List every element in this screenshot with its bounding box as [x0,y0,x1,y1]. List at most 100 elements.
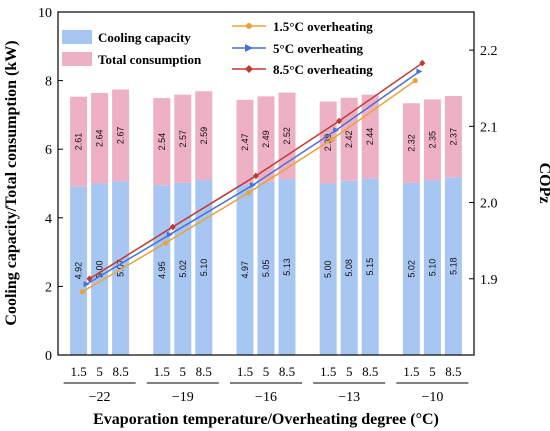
legend-swatch-consumption [62,52,92,66]
x-sub-label: 1.5 [154,364,170,379]
bar-label-consumption: 2.54 [157,133,167,151]
x-sub-label: 5 [263,364,270,379]
bar-consumption [423,99,441,181]
x-sub-label: 8.5 [279,364,295,379]
bar-cooling [195,180,213,355]
x-sub-label: 1.5 [320,364,336,379]
bar-cooling [236,184,254,355]
x-group-label: −22 [89,390,111,405]
x-sub-label: 8.5 [362,364,378,379]
x-group-label: −19 [172,390,194,405]
x-axis-labels: 1.5 5 8.5−221.5 5 8.5−191.5 5 8.5−161.5 5 8.5−13… [63,364,469,405]
series-point [86,275,93,283]
x-sub-label: 8.5 [445,364,461,379]
series-point [333,127,340,134]
series-point [336,117,343,125]
bar-label-cooling: 5.02 [406,260,416,278]
bar-label-cooling: 5.02 [178,260,188,278]
bar-label-consumption: 2.57 [178,130,188,148]
legend-label-cooling: Cooling capacity [98,30,191,45]
series-point [419,59,426,67]
x-sub-label: 1.5 [403,364,419,379]
series-point [83,281,90,288]
bar-consumption [112,89,130,182]
bar-consumption [402,103,420,183]
series-point [329,136,335,142]
series-point [79,289,85,295]
bar-consumption [236,99,254,185]
plot-frame [57,11,475,356]
x-sub-label: 8.5 [196,364,212,379]
lines-layer [79,59,426,295]
bar-label-consumption: 2.49 [261,130,271,148]
x-group-label: −13 [338,390,360,405]
series-point [249,182,256,189]
series-point [412,78,418,84]
x-sub-label: 5 [429,364,436,379]
bar-consumption [257,96,275,182]
y-tick-label-left: 2 [45,280,52,295]
series-point [246,190,252,196]
y-tick-label-left: 10 [38,6,52,21]
y-tick-label-left: 6 [45,143,52,158]
bar-consumption [91,92,109,184]
bar-label-consumption: 2.37 [448,128,458,146]
series-point [169,223,176,231]
legend-marker-5 [245,44,253,52]
bar-label-cooling: 5.08 [344,259,354,277]
bar-label-cooling: 5.00 [323,260,333,278]
series-point [162,240,169,246]
bar-label-cooling: 4.92 [74,262,84,280]
bar-label-cooling: 5.07 [116,259,126,277]
bar-cooling [340,180,358,355]
x-sub-label: 5 [346,364,353,379]
bar-label-cooling: 5.15 [365,258,375,276]
bar-cooling [319,183,337,355]
bar-cooling [423,180,441,355]
legend-label-5: 5°C overheating [273,41,364,56]
bar-consumption [174,94,192,183]
bar-label-cooling: 5.13 [282,258,292,276]
bar-label-cooling: 5.18 [448,257,458,275]
bar-cooling [112,181,130,355]
x-group-label: −10 [421,390,443,405]
x-sub-label: 5 [180,364,187,379]
bar-consumption [195,91,213,181]
bar-label-cooling: 4.95 [157,261,167,279]
legend-marker-1-5 [246,23,252,29]
x-group-label: −16 [255,390,277,405]
bar-cooling [444,177,462,355]
bar-consumption [444,96,462,178]
bar-label-consumption: 2.59 [199,127,209,145]
x-sub-label: 1.5 [237,364,253,379]
bar-label-consumption: 2.67 [116,127,126,145]
bar-label-consumption: 2.44 [365,128,375,146]
bar-label-consumption: 2.52 [282,127,292,145]
bar-label-cooling: 5.05 [261,260,271,278]
bar-cooling [153,185,171,355]
x-sub-label: 5 [96,364,103,379]
legend-label-consumption: Total consumption [98,52,202,67]
y-tick-label-left: 4 [45,212,52,227]
bar-label-consumption: 2.35 [427,131,437,149]
series-point [416,68,423,75]
bar-cooling [361,178,379,355]
bar-label-consumption: 2.42 [344,130,354,148]
y-tick-label-left: 8 [45,75,52,90]
x-sub-label: 1.5 [70,364,86,379]
y-tick-label-right: 2.2 [480,44,498,59]
legend-label-8-5: 8.5°C overheating [273,62,373,77]
bar-label-consumption: 2.47 [240,133,250,151]
y-tick-label-right: 2.0 [480,197,498,212]
legend-marker-8-5 [245,65,253,73]
bar-label-consumption: 2.32 [406,134,416,152]
bar-cooling [70,186,88,355]
bar-cooling [402,182,420,355]
legend: Cooling capacity Total consumption 1.5°C… [62,19,373,77]
bar-cooling [257,181,275,355]
series-point [252,172,259,180]
y-axis-title-left: Cooling capacity/Total consumption (kW) [3,40,20,325]
y-axis-title-right: COPz [536,163,550,204]
series-point [166,231,173,238]
